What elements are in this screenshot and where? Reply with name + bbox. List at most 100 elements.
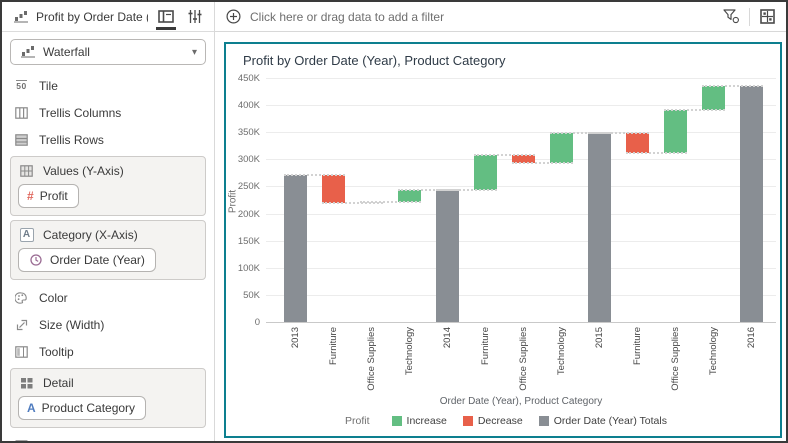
waterfall-icon — [12, 10, 29, 23]
sidebar-item-color[interactable]: Color — [10, 284, 206, 311]
chevron-down-icon: ▾ — [191, 46, 197, 58]
x-tick-label: Office Supplies — [669, 327, 681, 391]
sidebar-item-tile[interactable]: 50 Tile — [10, 72, 206, 99]
measure-icon: # — [27, 189, 34, 203]
y-tick-label: 250K — [237, 181, 260, 193]
waterfall-connector — [588, 132, 649, 135]
waterfall-bar-increase[interactable] — [664, 109, 687, 154]
gridline — [266, 322, 776, 323]
waterfall-bar-increase[interactable] — [550, 133, 573, 164]
values-axis-icon — [18, 165, 35, 177]
attribute-icon: A — [27, 401, 36, 415]
waterfall-visualization[interactable]: Profit by Order Date (Year), Product Cat… — [224, 42, 782, 438]
sidebar-header: Profit by Order Date (Year), Pr... — [2, 2, 214, 32]
chart-legend: Profit Increase Decrease Order Date (Year)… — [246, 415, 766, 427]
waterfall-bar-total[interactable] — [740, 86, 763, 322]
waterfall-connector — [360, 200, 421, 203]
x-axis-title: Order Date (Year), Product Category — [439, 396, 603, 407]
waterfall-connector — [284, 174, 345, 177]
x-tick-label: Technology — [555, 327, 567, 376]
sidebar-item-tooltip[interactable]: Tooltip — [10, 338, 206, 365]
waterfall-bar-total[interactable] — [436, 190, 459, 322]
x-tick-label: Technology — [707, 327, 719, 376]
viz-type-dropdown[interactable]: Waterfall ▾ — [10, 39, 206, 65]
y-tick-label: 400K — [237, 100, 260, 112]
clock-icon — [27, 254, 44, 266]
values-y-axis-dropzone[interactable]: Values (Y-Axis) # Profit — [10, 156, 206, 216]
detail-icon — [18, 377, 35, 389]
legend-entry-label: Decrease — [477, 415, 523, 427]
y-tick-label: 0 — [254, 317, 260, 328]
viz-title-truncated: Profit by Order Date (Year), Pr... — [36, 9, 148, 24]
sidebar-item-size-width[interactable]: Size (Width) — [10, 311, 206, 338]
grammar-sidebar: Profit by Order Date (Year), Pr... Water… — [2, 2, 215, 441]
gridline — [266, 294, 776, 296]
sidebar-item-trellis-rows[interactable]: Trellis Rows — [10, 126, 206, 153]
waterfall-bar-increase[interactable] — [398, 190, 421, 202]
legend-entry-label: Order Date (Year) Totals — [553, 415, 667, 427]
waterfall-bar-decrease[interactable] — [322, 175, 345, 204]
sidebar-item-trellis-columns[interactable]: Trellis Columns — [10, 99, 206, 126]
waterfall-bar-increase[interactable] — [474, 154, 497, 191]
legend-swatch-decrease — [462, 416, 473, 426]
gridline — [266, 78, 776, 79]
waterfall-bar-total[interactable] — [588, 133, 611, 322]
viz-type-value: Waterfall — [43, 45, 90, 59]
tile-icon: 50 — [16, 80, 27, 91]
sidebar-item-filters[interactable]: Filters — [10, 432, 206, 441]
waterfall-connector — [550, 132, 611, 135]
sidebar-content: Waterfall ▾ 50 Tile Trellis Columns Trel… — [2, 32, 214, 441]
x-tick-label: Furniture — [631, 327, 643, 366]
detail-dropzone[interactable]: Detail A Product Category — [10, 368, 206, 428]
x-tick-label: Office Supplies — [365, 327, 377, 391]
y-axis: 0 50K 100K 150K 200K 250K 300K 350K 400K 450K — [226, 73, 262, 328]
pill-profit[interactable]: # Profit — [18, 184, 79, 208]
legend-entry-decrease[interactable]: Decrease — [462, 415, 523, 427]
waterfall-connector — [436, 189, 497, 192]
add-filter-icon[interactable] — [225, 9, 242, 24]
filter-bar[interactable]: Click here or drag data to add a filter — [215, 2, 786, 32]
layout-grid-icon[interactable] — [759, 9, 776, 24]
tooltip-icon — [13, 345, 30, 358]
legend-swatch-total — [538, 416, 549, 426]
gridline — [266, 240, 776, 242]
waterfall-connector — [474, 153, 535, 156]
legend-entry-total[interactable]: Order Date (Year) Totals — [538, 415, 667, 427]
grammar-panel-tab[interactable] — [155, 6, 177, 30]
size-width-icon — [13, 319, 30, 331]
values-y-axis-header: Values (Y-Axis) — [18, 161, 198, 181]
pill-product-category[interactable]: A Product Category — [18, 396, 147, 420]
gridline — [266, 186, 776, 188]
filter-bar-actions — [723, 7, 776, 26]
y-tick-label: 350K — [237, 127, 260, 139]
waterfall-icon — [19, 46, 36, 58]
pill-order-date-year[interactable]: Order Date (Year) — [18, 248, 156, 272]
waterfall-bar-decrease[interactable] — [626, 133, 649, 154]
filter-bar-prompt[interactable]: Click here or drag data to add a filter — [250, 9, 445, 24]
canvas-area: Profit by Order Date (Year), Product Cat… — [215, 32, 786, 441]
gridline — [266, 213, 776, 215]
legend-entry-label: Increase — [406, 415, 447, 427]
waterfall-bar-increase[interactable] — [702, 86, 725, 110]
x-tick-label: 2015 — [593, 327, 605, 349]
properties-panel-tab[interactable] — [184, 6, 206, 28]
waterfall-bar-decrease[interactable] — [512, 154, 535, 164]
legend-entry-increase[interactable]: Increase — [391, 415, 447, 427]
x-tick-label: Furniture — [327, 327, 339, 366]
chart-title: Profit by Order Date (Year), Product Cat… — [243, 53, 506, 68]
x-tick-label: 2013 — [289, 327, 301, 349]
waterfall-connector — [664, 108, 725, 111]
waterfall-bar-total[interactable] — [284, 175, 307, 322]
category-x-axis-dropzone[interactable]: A Category (X-Axis) Order Date (Year) — [10, 220, 206, 280]
waterfall-connector — [398, 189, 459, 192]
x-tick-label: 2016 — [745, 327, 757, 349]
filter-options-icon[interactable] — [723, 9, 740, 24]
letter-a-icon: A — [18, 228, 35, 242]
toolbar-divider — [749, 7, 750, 26]
y-tick-label: 50K — [243, 289, 260, 301]
detail-header: Detail — [18, 373, 198, 393]
x-tick-label: Furniture — [479, 327, 491, 366]
y-tick-label: 300K — [237, 154, 260, 166]
y-tick-label: 200K — [237, 208, 260, 220]
